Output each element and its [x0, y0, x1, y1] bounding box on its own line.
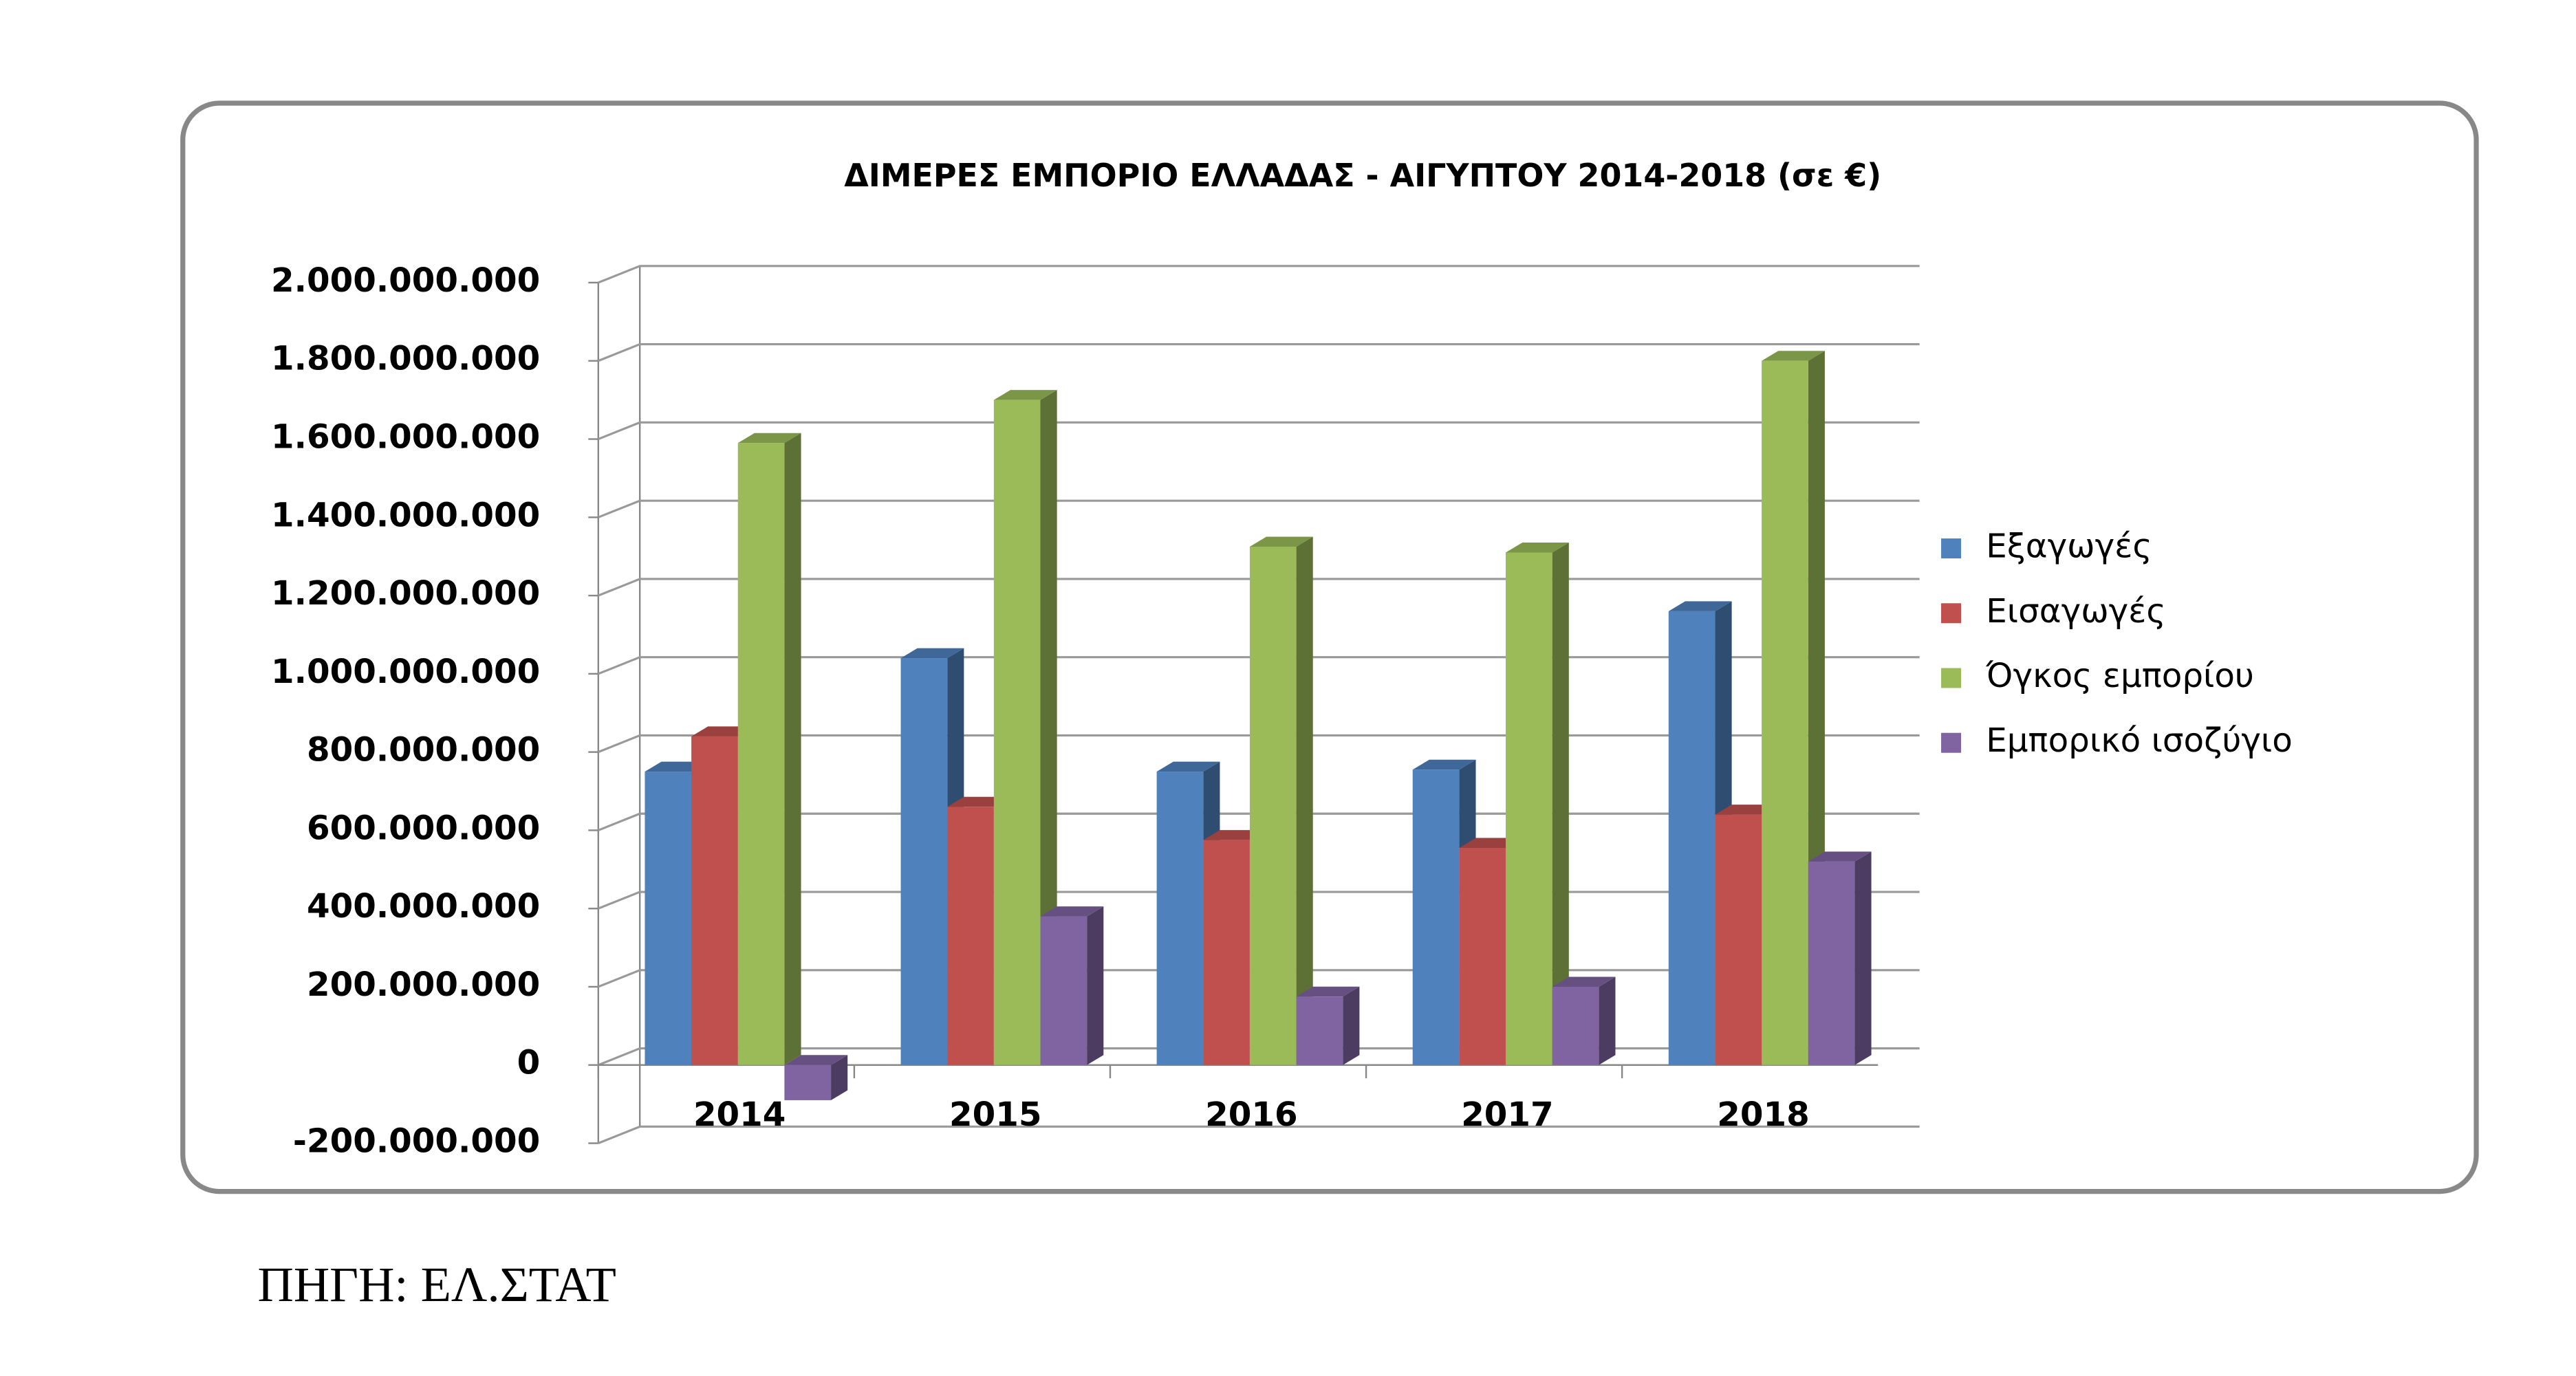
- bar-top: [993, 390, 1057, 400]
- bar-side: [1854, 851, 1872, 1065]
- x-tick-label: 2014: [693, 1095, 786, 1134]
- x-tick-label: 2016: [1205, 1095, 1297, 1134]
- legend-label: Εξαγωγές: [1986, 527, 2152, 566]
- legend-label: Εμπορικό ισοζύγιο: [1986, 721, 2293, 760]
- bar: [947, 807, 994, 1065]
- grid-line: [598, 421, 1920, 440]
- bar-side: [1296, 536, 1313, 1065]
- y-tick-label: 400.000.000: [307, 887, 540, 926]
- bar: [737, 443, 785, 1065]
- y-tick-label: -200.000.000: [293, 1122, 540, 1161]
- x-tick-label: 2017: [1461, 1095, 1553, 1134]
- grid-line: [598, 812, 1920, 831]
- y-tick-label: 800.000.000: [307, 731, 540, 769]
- bar: [1040, 916, 1087, 1065]
- legend-label: Όγκος εμπορίου: [1985, 657, 2254, 695]
- y-tick-label: 0: [517, 1044, 541, 1082]
- bar-side: [1343, 986, 1360, 1065]
- legend-swatch: [1941, 538, 1962, 559]
- bar: [900, 658, 948, 1065]
- bar-top: [784, 1055, 848, 1065]
- y-tick-label: 200.000.000: [307, 965, 540, 1004]
- y-tick-label: 600.000.000: [307, 809, 540, 847]
- grid-line: [598, 578, 1920, 597]
- bar: [1459, 848, 1506, 1065]
- bar: [1762, 360, 1808, 1065]
- grid-line: [598, 656, 1920, 675]
- bar: [784, 1064, 832, 1100]
- bar-top: [1156, 761, 1220, 772]
- bar-top: [900, 648, 964, 659]
- bar-side: [1552, 543, 1569, 1065]
- bar-top: [1808, 851, 1872, 862]
- bar-top: [1668, 601, 1732, 611]
- source-note: ΠΗΓΗ: ΕΛ.ΣΤΑΤ: [258, 1256, 616, 1312]
- chart-title: ΔΙΜΕΡΕΣ ΕΜΠΟΡΙΟ ΕΛΛΑΔΑΣ - ΑΙΓΥΠΤΟΥ 2014-…: [844, 157, 1881, 194]
- bar: [993, 400, 1041, 1065]
- grid-line: [598, 734, 1920, 754]
- x-tick-label: 2015: [949, 1095, 1041, 1134]
- bar-side: [831, 1055, 848, 1100]
- bar-top: [1506, 543, 1569, 553]
- bar-top: [1762, 351, 1825, 361]
- bar-top: [1296, 986, 1360, 997]
- bar: [1249, 546, 1297, 1065]
- y-tick-label: 1.000.000.000: [271, 653, 540, 691]
- bar-side: [1040, 390, 1057, 1065]
- bar-side: [1599, 976, 1616, 1065]
- bar: [1156, 772, 1204, 1065]
- bar-top: [737, 433, 801, 444]
- bar-side: [784, 433, 801, 1065]
- legend-swatch: [1941, 668, 1962, 688]
- bar-top: [1040, 906, 1104, 917]
- y-tick-label: 1.200.000.000: [271, 574, 540, 613]
- bar: [1808, 861, 1855, 1065]
- bar-top: [1412, 759, 1476, 770]
- legend-swatch: [1941, 732, 1962, 753]
- bar-side: [1087, 906, 1104, 1065]
- bar: [1715, 814, 1762, 1065]
- bar: [1296, 996, 1343, 1065]
- grid-line: [598, 343, 1920, 362]
- legend-label: Εισαγωγές: [1986, 592, 2165, 631]
- bar-top: [1249, 536, 1313, 547]
- grid-line: [598, 1125, 1920, 1144]
- y-tick-label: 1.400.000.000: [271, 496, 540, 534]
- bar: [1203, 840, 1250, 1065]
- legend-swatch: [1941, 603, 1962, 624]
- bar-top: [1552, 976, 1616, 987]
- bar: [691, 736, 738, 1065]
- y-tick-label: 1.600.000.000: [271, 418, 540, 457]
- grid-line: [598, 265, 1920, 284]
- x-tick-label: 2018: [1717, 1095, 1809, 1134]
- bar: [1412, 769, 1460, 1065]
- bar: [1668, 611, 1715, 1065]
- bar: [1552, 986, 1599, 1065]
- bar: [645, 772, 692, 1065]
- bar: [1506, 552, 1552, 1065]
- y-tick-label: 1.800.000.000: [271, 340, 540, 378]
- y-tick-label: 2.000.000.000: [271, 261, 540, 300]
- grid-line: [598, 499, 1920, 518]
